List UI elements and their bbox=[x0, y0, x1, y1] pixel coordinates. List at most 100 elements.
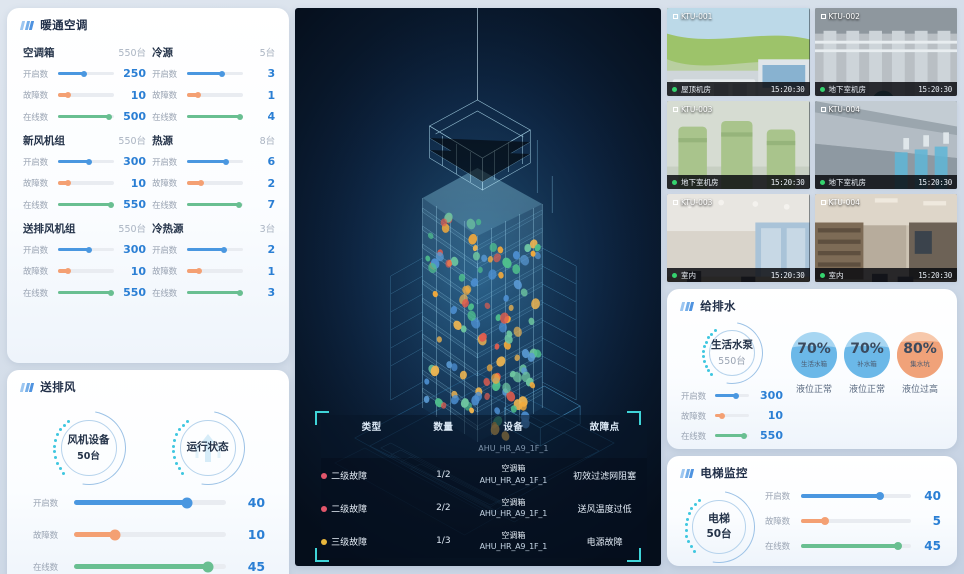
hvac-4-row-2[interactable]: 在线数 550 bbox=[23, 286, 146, 299]
hvac-2-knob-1[interactable] bbox=[64, 180, 71, 186]
hvac-4-track-1[interactable] bbox=[58, 268, 115, 274]
elev-track-0[interactable] bbox=[801, 492, 911, 500]
hvac-3-row-0[interactable]: 开启数 6 bbox=[152, 155, 275, 168]
hvac-group-head-5: 冷热源 3台 bbox=[152, 221, 275, 236]
camera-tile-0[interactable]: KTU-001 屋顶机房 15:20:30 bbox=[667, 8, 810, 96]
fan-knob-1[interactable] bbox=[109, 529, 121, 540]
hvac-5-label-0: 开启数 bbox=[152, 245, 177, 256]
hvac-1-row-2[interactable]: 在线数 4 bbox=[152, 110, 275, 123]
hvac-3-knob-0[interactable] bbox=[223, 158, 230, 165]
hvac-3-track-0[interactable] bbox=[187, 158, 244, 165]
fan-knob-2[interactable] bbox=[202, 561, 214, 572]
hvac-0-track-2[interactable] bbox=[58, 113, 115, 120]
hvac-0-knob-1[interactable] bbox=[64, 92, 71, 98]
hvac-2-track-0[interactable] bbox=[58, 158, 115, 165]
elev-knob-2[interactable] bbox=[893, 542, 902, 550]
water-knob-2[interactable] bbox=[740, 432, 747, 439]
hvac-group-name-2: 新风机组 bbox=[23, 135, 65, 147]
hvac-0-row-1[interactable]: 故障数 10 bbox=[23, 89, 146, 102]
hvac-5-knob-1[interactable] bbox=[196, 268, 203, 274]
alarm-row-0[interactable]: 二级故障 1/2 空调箱 AHU_HR_A9_1F_1 初效过滤网阻塞 bbox=[321, 458, 647, 491]
hvac-0-track-0[interactable] bbox=[58, 70, 115, 77]
hvac-0-row-0[interactable]: 开启数 250 bbox=[23, 67, 146, 80]
hvac-2-track-1[interactable] bbox=[58, 180, 115, 186]
hvac-0-knob-0[interactable] bbox=[80, 70, 87, 77]
hvac-2-row-1[interactable]: 故障数 10 bbox=[23, 177, 146, 190]
hvac-1-knob-2[interactable] bbox=[236, 113, 243, 120]
fan-track-2[interactable] bbox=[74, 561, 227, 572]
water-knob-0[interactable] bbox=[733, 392, 740, 399]
hvac-4-track-2[interactable] bbox=[58, 289, 115, 296]
camera-tile-2[interactable]: KTU-003 地下室机房 15:20:30 bbox=[667, 101, 810, 189]
water-row-1[interactable]: 故障数 10 bbox=[681, 409, 783, 422]
hvac-0-track-1[interactable] bbox=[58, 92, 115, 98]
hvac-4-knob-2[interactable] bbox=[108, 289, 115, 296]
hvac-4-knob-0[interactable] bbox=[85, 246, 92, 253]
water-track-1[interactable] bbox=[715, 412, 749, 419]
hvac-1-knob-1[interactable] bbox=[195, 92, 202, 98]
hvac-4-label-0: 开启数 bbox=[23, 245, 48, 256]
alarm-row-2[interactable]: 三级故障 1/3 空调箱 AHU_HR_A9_1F_1 电源故障 bbox=[321, 525, 647, 558]
elev-row-2[interactable]: 在线数 45 bbox=[765, 539, 941, 553]
hvac-3-row-2[interactable]: 在线数 7 bbox=[152, 198, 275, 211]
elev-track-2[interactable] bbox=[801, 542, 911, 550]
hvac-2-knob-0[interactable] bbox=[85, 158, 92, 165]
alarm-type-0: 二级故障 bbox=[321, 458, 422, 491]
hvac-3-track-2[interactable] bbox=[187, 201, 244, 208]
hvac-group-head-4: 送排风机组 550台 bbox=[23, 221, 146, 236]
hvac-4-knob-1[interactable] bbox=[64, 268, 71, 274]
hvac-5-knob-0[interactable] bbox=[221, 246, 228, 253]
water-track-2[interactable] bbox=[715, 432, 749, 439]
hvac-1-track-1[interactable] bbox=[187, 92, 244, 98]
elev-track-1[interactable] bbox=[801, 517, 911, 525]
water-track-0[interactable] bbox=[715, 392, 749, 399]
fan-knob-0[interactable] bbox=[181, 497, 193, 508]
building-3d-viewer[interactable]: 类型 数量 设备 故障点 AHU_HR_A9_1F_1 二级故障 bbox=[295, 8, 661, 566]
camera-tile-3[interactable]: KTU-004 地下室机房 15:20:30 bbox=[814, 101, 957, 189]
fan-track-0[interactable] bbox=[74, 497, 227, 508]
water-row-2[interactable]: 在线数 550 bbox=[681, 429, 783, 442]
hvac-2-knob-2[interactable] bbox=[108, 201, 115, 208]
alarm-row-1[interactable]: 二级故障 2/2 空调箱 AHU_HR_A9_1F_1 送风温度过低 bbox=[321, 492, 647, 525]
hvac-3-track-1[interactable] bbox=[187, 180, 244, 186]
hvac-5-knob-2[interactable] bbox=[237, 289, 244, 296]
hvac-5-track-0[interactable] bbox=[187, 246, 244, 253]
elev-row-1[interactable]: 故障数 5 bbox=[765, 514, 941, 528]
fan-row-0[interactable]: 开启数 40 bbox=[33, 495, 265, 510]
hvac-0-knob-2[interactable] bbox=[106, 113, 113, 120]
elev-row-0[interactable]: 开启数 40 bbox=[765, 489, 941, 503]
hvac-1-track-0[interactable] bbox=[187, 70, 244, 77]
hvac-3-row-1[interactable]: 故障数 2 bbox=[152, 177, 275, 190]
hvac-4-row-1[interactable]: 故障数 10 bbox=[23, 265, 146, 278]
camera-statusbar-3: 地下室机房 15:20:30 bbox=[814, 175, 957, 189]
hvac-4-track-0[interactable] bbox=[58, 246, 115, 253]
hvac-4-row-0[interactable]: 开启数 300 bbox=[23, 243, 146, 256]
elev-knob-0[interactable] bbox=[876, 492, 885, 500]
hvac-group-head-0: 空调箱 550台 bbox=[23, 45, 146, 60]
hvac-1-row-1[interactable]: 故障数 1 bbox=[152, 89, 275, 102]
camera-tile-5[interactable]: KTU-004 室内 15:20:30 bbox=[814, 194, 957, 282]
alarm-table: 类型 数量 设备 故障点 AHU_HR_A9_1F_1 二级故障 bbox=[321, 415, 647, 558]
hvac-0-row-2[interactable]: 在线数 500 bbox=[23, 110, 146, 123]
hvac-2-track-2[interactable] bbox=[58, 201, 115, 208]
fan-row-1[interactable]: 故障数 10 bbox=[33, 527, 265, 542]
water-row-0[interactable]: 开启数 300 bbox=[681, 389, 783, 402]
hvac-3-knob-2[interactable] bbox=[236, 201, 243, 208]
hvac-2-row-0[interactable]: 开启数 300 bbox=[23, 155, 146, 168]
hvac-5-row-2[interactable]: 在线数 3 bbox=[152, 286, 275, 299]
hvac-1-track-2[interactable] bbox=[187, 113, 244, 120]
hvac-5-track-2[interactable] bbox=[187, 289, 244, 296]
fan-row-2[interactable]: 在线数 45 bbox=[33, 559, 265, 574]
hvac-5-row-0[interactable]: 开启数 2 bbox=[152, 243, 275, 256]
camera-tile-1[interactable]: KTU-002 地下室机房 15:20:30 bbox=[814, 8, 957, 96]
hvac-5-row-1[interactable]: 故障数 1 bbox=[152, 265, 275, 278]
hvac-1-knob-0[interactable] bbox=[218, 70, 225, 77]
hvac-1-row-0[interactable]: 开启数 3 bbox=[152, 67, 275, 80]
fan-track-1[interactable] bbox=[74, 529, 227, 540]
hvac-3-knob-1[interactable] bbox=[197, 180, 204, 186]
hvac-5-track-1[interactable] bbox=[187, 268, 244, 274]
hvac-2-row-2[interactable]: 在线数 550 bbox=[23, 198, 146, 211]
elev-knob-1[interactable] bbox=[821, 517, 830, 525]
camera-tile-4[interactable]: KTU-003 室内 15:20:30 bbox=[667, 194, 810, 282]
water-knob-1[interactable] bbox=[719, 412, 726, 419]
